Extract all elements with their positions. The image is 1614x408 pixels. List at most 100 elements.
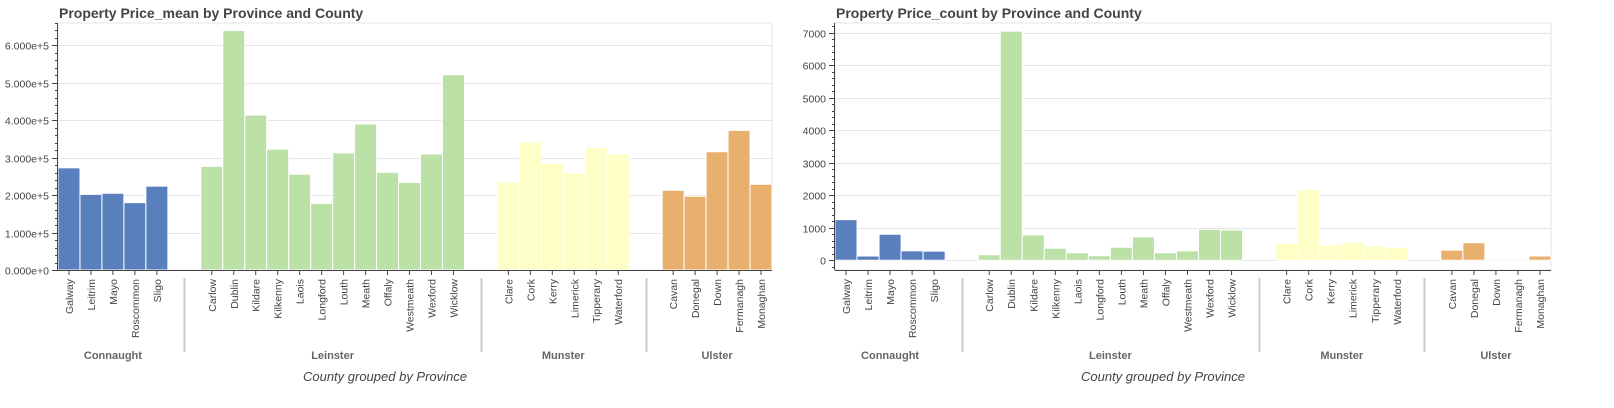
- bar-kerry[interactable]: [1319, 244, 1343, 261]
- count-chart: Property Price_count by Province and Cou…: [803, 5, 1552, 384]
- x-tick-label: Laois: [1072, 279, 1084, 304]
- bar-wicklow[interactable]: [1220, 229, 1244, 261]
- bar-meath[interactable]: [1131, 236, 1155, 261]
- x-tick-label: Carlow: [984, 279, 996, 312]
- x-tick-label: Longford: [1094, 279, 1106, 321]
- x-tick-label: Dublin: [1006, 279, 1018, 309]
- bar-sligo[interactable]: [145, 185, 169, 271]
- bar-down[interactable]: [705, 151, 729, 271]
- chart-title: Property Price_count by Province and Cou…: [836, 5, 1142, 21]
- bar-cavan[interactable]: [1440, 249, 1464, 261]
- bar-limerick[interactable]: [562, 172, 586, 271]
- bar-sligo[interactable]: [922, 250, 946, 261]
- bar-clare[interactable]: [1275, 242, 1299, 261]
- bar-fermanagh[interactable]: [727, 129, 751, 271]
- group-label: Connaught: [84, 350, 142, 362]
- bar-cavan[interactable]: [661, 189, 685, 271]
- bar-laois[interactable]: [1065, 252, 1089, 261]
- y-tick-label: 1.000e+5: [5, 229, 49, 241]
- y-tick-label: 0: [820, 256, 826, 268]
- x-tick-label: Wexford: [426, 279, 438, 318]
- bar-tipperary[interactable]: [584, 146, 608, 271]
- bar-louth[interactable]: [1109, 246, 1133, 261]
- x-axis-title: County grouped by Province: [1081, 369, 1245, 384]
- x-tick-label: Limerick: [1348, 278, 1360, 318]
- bar-leitrim[interactable]: [856, 255, 880, 261]
- y-tick-label: 6.000e+5: [5, 41, 49, 53]
- x-axis-title: County grouped by Province: [303, 369, 467, 384]
- group-label: Connaught: [861, 350, 919, 362]
- x-tick-label: Kildare: [251, 279, 263, 312]
- bar-galway[interactable]: [834, 219, 858, 261]
- x-tick-label: Tipperary: [591, 278, 603, 323]
- x-tick-label: Down: [712, 279, 724, 306]
- y-tick-label: 4.000e+5: [5, 116, 49, 128]
- bar-kildare[interactable]: [244, 114, 268, 271]
- bar-carlow[interactable]: [200, 165, 224, 271]
- group-label: Ulster: [701, 350, 733, 362]
- bar-dublin[interactable]: [999, 30, 1023, 261]
- x-tick-label: Mayo: [108, 279, 120, 305]
- bar-waterford[interactable]: [606, 153, 630, 271]
- bar-kildare[interactable]: [1021, 234, 1045, 261]
- bar-monaghan[interactable]: [749, 183, 773, 271]
- bar-tipperary[interactable]: [1363, 245, 1387, 261]
- x-tick-label: Roscommon: [907, 279, 919, 338]
- bar-mayo[interactable]: [101, 192, 125, 271]
- x-tick-label: Meath: [361, 279, 373, 308]
- bar-carlow[interactable]: [977, 254, 1001, 261]
- y-tick-label: 2000: [803, 191, 827, 203]
- bar-kilkenny[interactable]: [266, 148, 290, 271]
- x-tick-label: Monaghan: [1535, 279, 1547, 329]
- bar-roscommon[interactable]: [900, 250, 924, 261]
- y-tick-label: 0.000e+0: [5, 266, 49, 278]
- bar-clare[interactable]: [496, 181, 520, 271]
- bar-leitrim[interactable]: [79, 193, 103, 271]
- x-tick-label: Louth: [339, 279, 351, 305]
- x-tick-label: Sligo: [152, 279, 164, 303]
- bar-longford[interactable]: [310, 202, 334, 271]
- bar-louth[interactable]: [332, 152, 356, 271]
- bar-donegal[interactable]: [683, 195, 707, 271]
- x-tick-label: Leitrim: [86, 279, 98, 311]
- x-tick-label: Kilkenny: [273, 278, 285, 318]
- x-tick-label: Clare: [1282, 279, 1294, 304]
- bar-cork[interactable]: [518, 141, 542, 271]
- bar-laois[interactable]: [288, 173, 312, 271]
- bar-donegal[interactable]: [1462, 242, 1486, 261]
- bar-offaly[interactable]: [1153, 252, 1177, 261]
- y-tick-label: 5.000e+5: [5, 79, 49, 91]
- bar-wexford[interactable]: [419, 153, 443, 271]
- bar-kilkenny[interactable]: [1043, 247, 1067, 261]
- bar-wexford[interactable]: [1198, 228, 1222, 261]
- y-tick-label: 4000: [803, 126, 827, 138]
- x-tick-label: Cavan: [1447, 279, 1459, 310]
- bar-kerry[interactable]: [540, 162, 564, 271]
- x-tick-label: Cork: [525, 278, 537, 301]
- bar-wicklow[interactable]: [441, 74, 465, 271]
- x-tick-label: Galway: [64, 278, 76, 314]
- bar-mayo[interactable]: [878, 233, 902, 261]
- chart-title: Property Price_mean by Province and Coun…: [59, 5, 363, 21]
- bar-limerick[interactable]: [1341, 241, 1365, 261]
- bar-monaghan[interactable]: [1528, 255, 1552, 261]
- x-tick-label: Down: [1491, 279, 1503, 306]
- bar-meath[interactable]: [354, 123, 378, 271]
- x-tick-label: Wexford: [1205, 279, 1217, 318]
- x-tick-label: Donegal: [690, 279, 702, 318]
- x-tick-label: Offaly: [383, 278, 395, 306]
- group-label: Munster: [542, 350, 586, 362]
- x-tick-label: Carlow: [207, 279, 219, 312]
- bar-galway[interactable]: [57, 167, 81, 271]
- x-tick-label: Longford: [317, 279, 329, 321]
- bar-westmeath[interactable]: [398, 181, 421, 271]
- bar-offaly[interactable]: [376, 171, 400, 271]
- x-tick-label: Monaghan: [756, 279, 768, 329]
- bar-dublin[interactable]: [222, 29, 246, 271]
- bar-roscommon[interactable]: [123, 202, 147, 271]
- bar-cork[interactable]: [1297, 188, 1321, 261]
- x-tick-label: Donegal: [1469, 279, 1481, 318]
- bar-waterford[interactable]: [1385, 246, 1409, 261]
- bar-westmeath[interactable]: [1175, 250, 1200, 261]
- bar-longford[interactable]: [1087, 255, 1111, 261]
